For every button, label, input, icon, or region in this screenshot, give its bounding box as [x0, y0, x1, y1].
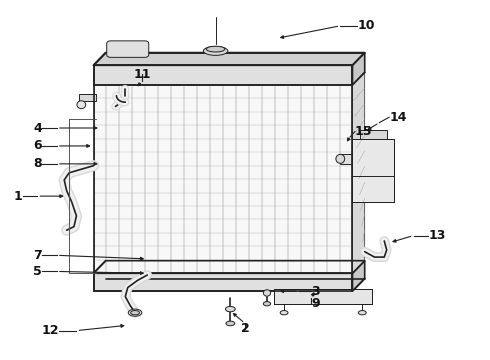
Polygon shape — [94, 85, 352, 273]
Text: 15: 15 — [355, 125, 372, 138]
Text: 12: 12 — [42, 324, 59, 337]
Ellipse shape — [77, 101, 86, 109]
Text: 11: 11 — [134, 68, 151, 81]
Text: 9: 9 — [311, 297, 319, 310]
Polygon shape — [340, 154, 352, 164]
Text: 4: 4 — [33, 122, 42, 135]
Text: 10: 10 — [357, 19, 375, 32]
Ellipse shape — [226, 321, 235, 326]
Polygon shape — [360, 130, 387, 139]
Text: 5: 5 — [33, 265, 42, 278]
Polygon shape — [94, 273, 352, 291]
Ellipse shape — [206, 46, 225, 52]
Ellipse shape — [263, 290, 270, 296]
Text: 3: 3 — [311, 285, 319, 298]
Polygon shape — [352, 72, 365, 273]
Text: 7: 7 — [33, 249, 42, 262]
Text: 6: 6 — [34, 139, 42, 152]
Polygon shape — [94, 53, 365, 65]
Text: 14: 14 — [389, 111, 407, 124]
Text: 13: 13 — [428, 229, 445, 242]
Ellipse shape — [225, 306, 235, 312]
Text: 1: 1 — [14, 190, 23, 203]
Polygon shape — [94, 65, 352, 85]
Polygon shape — [274, 289, 372, 304]
Ellipse shape — [263, 302, 270, 306]
Ellipse shape — [203, 46, 228, 55]
Polygon shape — [94, 261, 365, 273]
Text: 8: 8 — [34, 157, 42, 170]
Polygon shape — [352, 139, 394, 202]
Ellipse shape — [336, 154, 344, 163]
Polygon shape — [79, 94, 96, 101]
FancyBboxPatch shape — [107, 41, 149, 57]
Polygon shape — [352, 53, 365, 85]
Ellipse shape — [280, 311, 288, 315]
Ellipse shape — [131, 311, 140, 315]
Polygon shape — [352, 261, 365, 291]
Ellipse shape — [128, 309, 142, 316]
Text: 2: 2 — [241, 322, 249, 335]
Ellipse shape — [358, 311, 366, 315]
